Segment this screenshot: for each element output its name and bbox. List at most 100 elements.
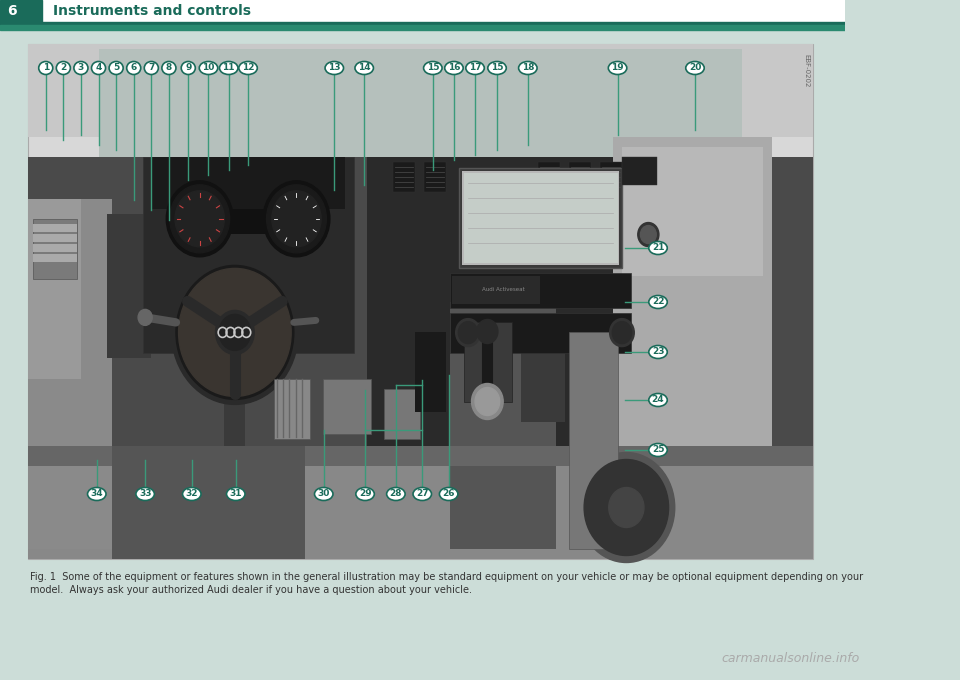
Text: 13: 13 (328, 63, 341, 73)
Text: 22: 22 (652, 298, 664, 307)
Text: 8: 8 (166, 63, 172, 73)
Circle shape (216, 310, 254, 354)
Text: 3: 3 (78, 63, 84, 73)
Circle shape (584, 460, 668, 556)
Ellipse shape (182, 488, 201, 500)
Ellipse shape (440, 488, 458, 500)
Text: 17: 17 (468, 63, 481, 73)
Bar (28, 44, 813, 137)
Text: 30: 30 (318, 490, 330, 498)
Ellipse shape (423, 61, 442, 75)
Ellipse shape (227, 488, 245, 500)
Ellipse shape (356, 488, 374, 500)
Circle shape (172, 260, 299, 405)
Bar (578, 157, 613, 337)
Text: 10: 10 (203, 63, 215, 73)
Bar (424, 163, 446, 192)
Text: 33: 33 (139, 490, 152, 498)
Bar (108, 214, 152, 358)
Bar (28, 445, 813, 559)
Text: 19: 19 (612, 63, 624, 73)
Text: model.  Always ask your authorized Audi dealer if you have a question about your: model. Always ask your authorized Audi d… (30, 585, 472, 595)
Circle shape (138, 309, 153, 326)
Bar (539, 163, 561, 192)
Ellipse shape (355, 61, 373, 75)
Ellipse shape (57, 61, 70, 75)
Text: 21: 21 (652, 243, 664, 252)
Bar (450, 301, 556, 549)
Text: 27: 27 (416, 490, 428, 498)
Bar (600, 163, 622, 192)
Circle shape (175, 191, 225, 247)
Circle shape (272, 191, 321, 247)
Ellipse shape (127, 61, 141, 75)
Circle shape (176, 265, 294, 399)
Text: 15: 15 (491, 63, 503, 73)
Text: 15: 15 (426, 63, 439, 73)
Text: 5: 5 (113, 63, 119, 73)
Ellipse shape (649, 394, 667, 407)
Text: 26: 26 (443, 490, 455, 498)
Text: 18: 18 (521, 63, 534, 73)
Bar (275, 379, 310, 439)
Bar (111, 445, 305, 559)
Text: 34: 34 (90, 490, 103, 498)
Ellipse shape (144, 61, 158, 75)
Ellipse shape (413, 488, 431, 500)
Bar (450, 273, 631, 307)
Bar (33, 224, 77, 232)
Ellipse shape (315, 488, 333, 500)
Ellipse shape (387, 488, 405, 500)
Bar (225, 405, 246, 464)
Bar (0, 25, 845, 30)
Text: 23: 23 (652, 347, 664, 356)
Ellipse shape (488, 61, 506, 75)
Circle shape (578, 452, 675, 562)
Ellipse shape (649, 296, 667, 309)
Text: 16: 16 (447, 63, 460, 73)
Bar (367, 157, 605, 445)
Bar (569, 333, 617, 549)
Circle shape (612, 322, 632, 343)
Bar (0, 22, 845, 25)
Circle shape (170, 185, 229, 253)
Text: 11: 11 (223, 63, 235, 73)
Ellipse shape (518, 61, 537, 75)
Circle shape (166, 181, 233, 257)
Ellipse shape (109, 61, 123, 75)
Ellipse shape (136, 488, 155, 500)
Text: 1: 1 (42, 63, 49, 73)
Bar (450, 313, 631, 353)
Ellipse shape (181, 61, 195, 75)
Bar (28, 157, 813, 445)
Ellipse shape (685, 61, 705, 75)
Ellipse shape (649, 443, 667, 456)
Bar (394, 163, 416, 192)
Bar (33, 254, 77, 262)
Bar (459, 167, 622, 268)
Circle shape (267, 185, 326, 253)
Bar (99, 49, 742, 163)
Ellipse shape (649, 241, 667, 254)
Text: 25: 25 (652, 445, 664, 454)
Bar (520, 341, 564, 422)
Bar (613, 137, 772, 549)
Text: 2: 2 (60, 63, 66, 73)
Text: 20: 20 (688, 63, 701, 73)
Bar (384, 389, 420, 439)
Ellipse shape (444, 61, 463, 75)
Bar (228, 209, 275, 234)
Text: 9: 9 (185, 63, 191, 73)
Circle shape (637, 222, 659, 247)
Text: 7: 7 (148, 63, 155, 73)
Circle shape (610, 319, 635, 347)
Circle shape (458, 322, 478, 343)
Ellipse shape (74, 61, 88, 75)
Bar (462, 171, 619, 265)
Bar (33, 234, 77, 242)
Circle shape (477, 320, 498, 343)
Bar (323, 379, 372, 434)
Text: 12: 12 (242, 63, 254, 73)
Text: 31: 31 (229, 490, 242, 498)
Text: 14: 14 (358, 63, 371, 73)
